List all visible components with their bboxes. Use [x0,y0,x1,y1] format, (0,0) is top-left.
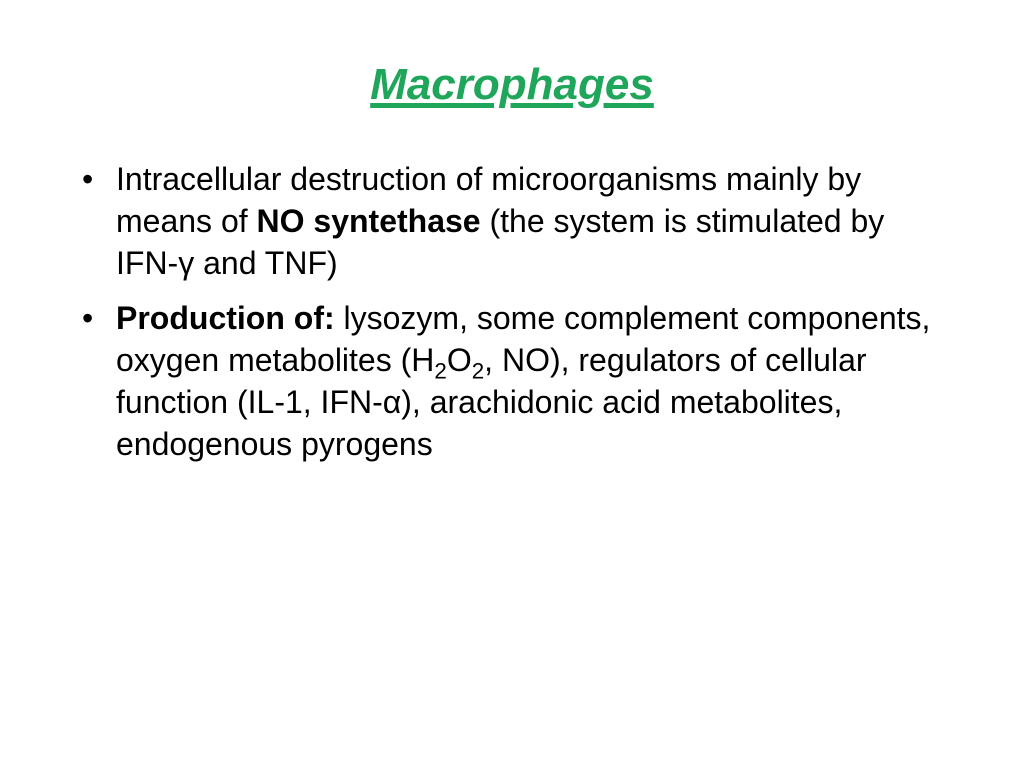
text-segment: 2 [434,358,446,383]
list-item: Intracellular destruction of microorgani… [70,158,954,285]
slide-title: Macrophages [70,60,954,110]
slide: Macrophages Intracellular destruction of… [0,0,1024,768]
text-segment: 2 [472,358,484,383]
text-segment: O [447,342,472,378]
bullet-list: Intracellular destruction of microorgani… [70,158,954,466]
list-item: Production of: lysozym, some complement … [70,297,954,466]
text-segment: Production of: [116,300,335,336]
text-segment: NO syntethase [257,203,481,239]
